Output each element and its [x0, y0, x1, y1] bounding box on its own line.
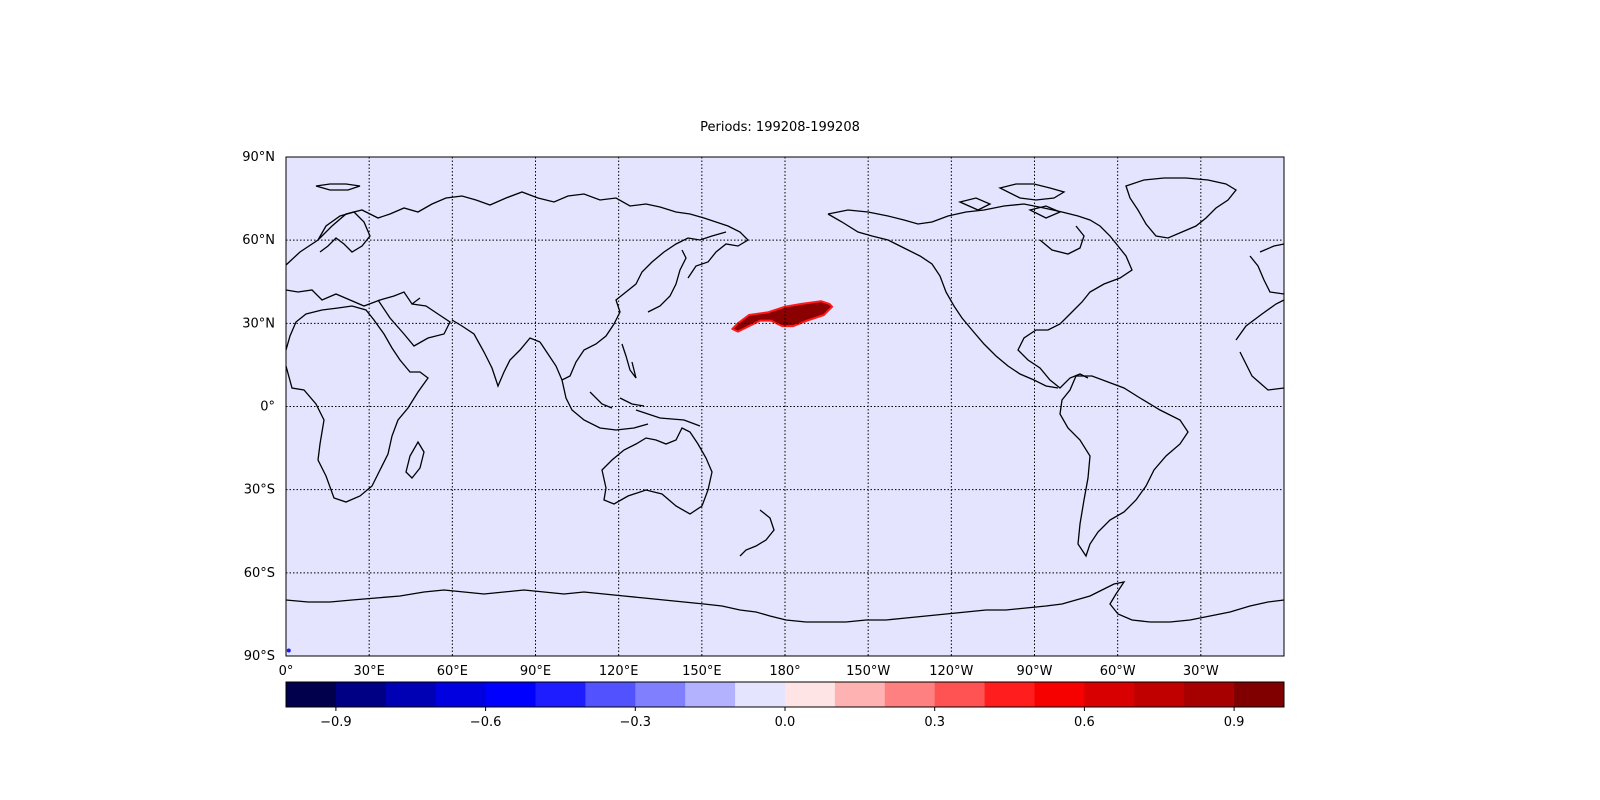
colorbar-cell	[1234, 682, 1285, 707]
coastline-madagascar	[405, 440, 425, 479]
lat-tick-label: 90°S	[244, 649, 275, 664]
colorbar-cell	[335, 682, 387, 707]
lon-tick-label: 60°W	[1100, 664, 1136, 679]
colorbar-tick-label: −0.9	[320, 715, 352, 730]
colorbar-cell	[685, 682, 736, 707]
coastline-australia	[601, 427, 713, 515]
colorbar-cell	[785, 682, 836, 707]
lat-tick-label: 60°N	[242, 233, 275, 248]
coastline-arabia	[377, 299, 451, 347]
colorbar-tick-label: 0.0	[775, 715, 796, 730]
colorbar-cell	[485, 682, 536, 707]
lon-tick-label: 150°E	[682, 664, 722, 679]
colorbar-tick-label: 0.9	[1224, 715, 1245, 730]
colorbar-cell	[1084, 682, 1135, 707]
coastline-antarctica	[285, 581, 1285, 623]
colorbar-cell	[735, 682, 786, 707]
coastline-south-america	[1059, 375, 1189, 558]
colorbar-cell	[435, 682, 487, 707]
map-panel	[285, 156, 1285, 657]
coastlines	[285, 177, 1285, 623]
colorbar-cell	[884, 682, 936, 707]
colorbar-tick-label: −0.3	[620, 715, 652, 730]
lon-tick-label: 120°W	[929, 664, 973, 679]
coastline-scandinavia	[317, 211, 371, 253]
lon-tick-label: 30°E	[354, 664, 385, 679]
small-marker	[286, 648, 291, 653]
lat-tick-label: 60°S	[244, 566, 275, 581]
coastline-north-america	[827, 203, 1133, 389]
lat-tick-label: 0°	[260, 400, 275, 415]
figure-title: Periods: 199208-199208	[700, 120, 860, 135]
colorbar-cell	[635, 682, 686, 707]
lat-tick-label: 30°N	[242, 316, 275, 331]
lon-tick-labels: 0° 30°E 60°E 90°E 120°E 150°E 180° 150°W 120°W 90…	[279, 664, 1219, 679]
lon-tick-label: 0°	[279, 664, 294, 679]
colorbar-cell	[984, 682, 1035, 707]
colorbar-tick-label: 0.6	[1074, 715, 1095, 730]
coastline-hudson-bay	[1039, 225, 1085, 255]
coastline-europe-south	[285, 289, 421, 307]
lon-tick-label: 150°W	[846, 664, 890, 679]
colorbar-cell	[585, 682, 636, 707]
lat-tick-labels: 90°N 60°N 30°N 0° 30°S 60°S 90°S	[242, 150, 275, 664]
lon-tick-label: 120°E	[599, 664, 639, 679]
lon-tick-label: 30°W	[1183, 664, 1219, 679]
lon-tick-label: 180°	[769, 664, 800, 679]
colorbar-tick-label: 0.3	[924, 715, 945, 730]
map-frame	[285, 156, 1285, 657]
colorbar-cell	[1034, 682, 1085, 707]
coastline-east-asia	[539, 231, 727, 381]
colorbar-tick-labels: −0.9 −0.6 −0.3 0.0 0.3 0.6 0.9	[320, 707, 1244, 730]
colorbar-cell	[834, 682, 886, 707]
anomaly-layer	[731, 300, 834, 333]
lat-tick-label: 30°S	[244, 483, 275, 498]
lon-tick-label: 90°W	[1017, 664, 1053, 679]
colorbar-cell	[535, 682, 586, 707]
coastline-new-zealand	[739, 509, 775, 557]
colorbar-cell	[934, 682, 986, 707]
coastline-arctic-islands	[958, 183, 1066, 219]
colorbar-cell	[1184, 682, 1235, 707]
coastline-india	[451, 319, 541, 388]
coastline-eurasia-north	[285, 191, 750, 279]
colorbar-cells	[286, 682, 1285, 707]
graticule	[286, 157, 1284, 656]
colorbar-cell	[1134, 682, 1185, 707]
colorbar-cell	[286, 682, 337, 707]
colorbar-tick-label: −0.6	[470, 715, 502, 730]
colorbar: −0.9 −0.6 −0.3 0.0 0.3 0.6 0.9	[285, 681, 1285, 730]
coastline-philippines	[621, 343, 637, 379]
coastline-africa	[285, 305, 429, 503]
colorbar-cell	[385, 682, 437, 707]
coastline-europe-west	[1235, 243, 1285, 391]
anomaly-patch	[731, 300, 834, 333]
coastline-japan	[647, 249, 687, 313]
coastline-greenland	[1125, 177, 1237, 239]
coastline-svalbard	[315, 183, 361, 191]
coastline-na-west	[827, 213, 1059, 389]
lat-tick-label: 90°N	[242, 150, 275, 165]
lon-tick-label: 60°E	[437, 664, 468, 679]
coastline-indonesia	[561, 379, 701, 431]
lon-tick-label: 90°E	[520, 664, 551, 679]
